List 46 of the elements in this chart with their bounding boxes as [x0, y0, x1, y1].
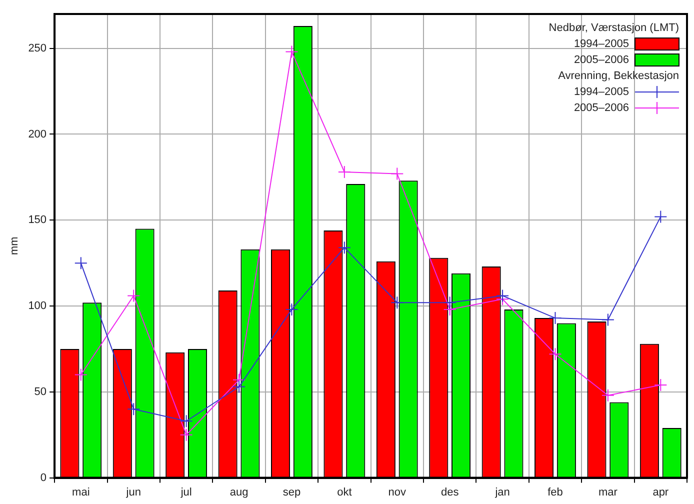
point [74, 256, 88, 270]
y-tick-label: 250 [28, 42, 47, 54]
point [180, 414, 193, 428]
point [285, 45, 298, 58]
x-tick-label: aug [230, 486, 248, 498]
point [232, 380, 246, 394]
point [496, 289, 510, 302]
point [548, 348, 562, 361]
y-tick-label: 50 [34, 386, 47, 398]
y-tick-label: 200 [28, 128, 47, 140]
x-tick-label: feb [548, 486, 563, 498]
x-tick-label: jul [180, 486, 192, 498]
x-tick-label: jun [125, 486, 141, 498]
point [390, 296, 404, 310]
y-axis-title: mm [8, 236, 21, 256]
point [601, 388, 614, 402]
x-tick-label: okt [337, 486, 352, 498]
y-tick-label: 150 [28, 214, 47, 226]
x-tick-label: jan [494, 486, 510, 498]
x-tick-label: des [440, 486, 460, 498]
y-tick-label: 100 [28, 300, 47, 312]
x-tick-label: nov [388, 486, 406, 498]
point [338, 241, 351, 254]
point [285, 302, 298, 316]
point [180, 428, 193, 442]
point [443, 296, 456, 310]
annotation: Avrenning, Bekkestasjon [558, 70, 679, 82]
point [654, 210, 668, 224]
legend-label: 2005–2006 [574, 54, 629, 66]
point [601, 313, 614, 326]
x-tick-label: mar [598, 486, 618, 498]
legend-label: 1994–2005 [574, 38, 629, 50]
annotation: Nedbør, Værstasjon (LMT) [548, 22, 679, 34]
point [338, 166, 351, 179]
x-tick-label: sep [282, 486, 301, 498]
point [548, 312, 562, 325]
y-tick-label: 0 [40, 472, 47, 484]
point [127, 402, 140, 416]
legend-label: 2005–2006 [574, 102, 629, 114]
point [127, 289, 140, 302]
x-tick-label: mai [72, 486, 90, 498]
point [390, 167, 404, 180]
legend-label: 1994–2005 [574, 86, 629, 98]
point [74, 368, 88, 382]
point [654, 378, 668, 392]
x-tick-label: apr [652, 486, 669, 498]
